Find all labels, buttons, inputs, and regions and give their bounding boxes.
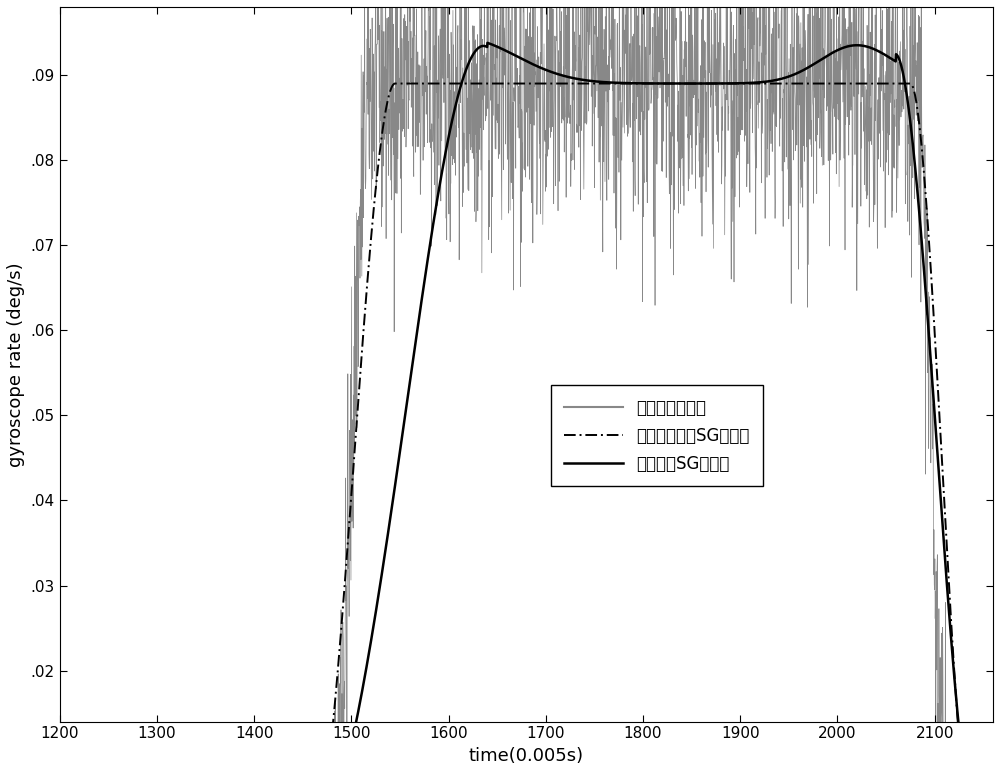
Legend: 原始陀螺仪信号, 自适应多尺度SG滤波器, 固定窗长SG滤波器: 原始陀螺仪信号, 自适应多尺度SG滤波器, 固定窗长SG滤波器 [551, 385, 763, 486]
X-axis label: time(0.005s): time(0.005s) [469, 747, 584, 765]
Y-axis label: gyroscope rate (deg/s): gyroscope rate (deg/s) [7, 262, 25, 466]
